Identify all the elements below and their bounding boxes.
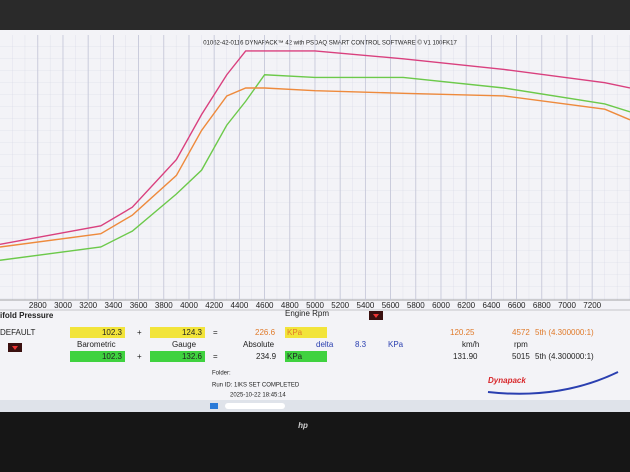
- value-box: [70, 351, 125, 362]
- chart-title: 01062-42-0116 DYNAPACK™ 42 with PSDAQ SM…: [203, 40, 457, 47]
- logo: Dynapack: [488, 376, 526, 385]
- x-tick-label: 3400: [105, 301, 123, 310]
- rpm: 4572: [512, 328, 530, 337]
- x-tick-label: 4800: [281, 301, 299, 310]
- x-tick-label: 6400: [483, 301, 501, 310]
- x-tick-label: 4600: [256, 301, 274, 310]
- value-box: [285, 327, 327, 338]
- absolute: 226.6: [255, 328, 276, 337]
- x-tick-label: 5400: [357, 301, 375, 310]
- profile: DEFAULT: [0, 328, 36, 337]
- x-tick-label: 4400: [231, 301, 249, 310]
- run-id: Run ID: 1IKS SET COMPLETED: [212, 383, 300, 389]
- value-box: [70, 327, 125, 338]
- start-button[interactable]: [210, 403, 218, 409]
- x-tick-label: 3200: [79, 301, 97, 310]
- rpm: 5015: [512, 352, 530, 361]
- value-box: [150, 327, 205, 338]
- speed: 131.90: [453, 352, 478, 361]
- x-tick-label: 4000: [180, 301, 198, 310]
- unit: KPa: [287, 352, 303, 361]
- equals: =: [213, 328, 218, 337]
- section-title: ifold Pressure: [0, 311, 54, 320]
- unit: KPa: [287, 328, 303, 337]
- x-tick-label: 4200: [205, 301, 223, 310]
- dropdown-arrow: [373, 314, 379, 318]
- speed: 120.25: [450, 328, 475, 337]
- x-tick-label: 7200: [583, 301, 601, 310]
- x-tick-label: 6800: [533, 301, 551, 310]
- equals: =: [213, 352, 218, 361]
- plus: +: [137, 352, 142, 361]
- folder: Folder:: [212, 371, 231, 377]
- logo-swoosh: [487, 371, 619, 395]
- x-tick-label: 5800: [407, 301, 425, 310]
- x-tick-label: 6000: [432, 301, 450, 310]
- x-tick-label: 5000: [306, 301, 324, 310]
- label: Gauge: [172, 340, 197, 349]
- bezel-top: [0, 0, 630, 30]
- series-line: [0, 74, 630, 261]
- x-axis-label: Engine Rpm: [285, 309, 329, 318]
- label: km/h: [462, 340, 479, 349]
- x-tick-label: 3600: [130, 301, 148, 310]
- x-tick-label: 6600: [508, 301, 526, 310]
- bezel-bottom: [0, 412, 630, 472]
- series-line: [0, 87, 630, 248]
- dropdown-arrow: [12, 346, 18, 350]
- barometric: 102.3: [102, 352, 123, 361]
- absolute: 234.9: [256, 352, 277, 361]
- gear: 5th (4.300000:1): [535, 328, 594, 337]
- x-tick-label: 3800: [155, 301, 173, 310]
- brand-logo: hp: [298, 421, 308, 430]
- value-box: [150, 351, 205, 362]
- label: Barometric: [77, 340, 116, 349]
- label: rpm: [514, 340, 528, 349]
- delta-value: 8.3: [355, 340, 367, 349]
- series-line: [0, 50, 630, 246]
- x-tick-label: 2800: [29, 301, 47, 310]
- x-tick-label: 6200: [457, 301, 475, 310]
- taskbar: [0, 400, 630, 412]
- gear: 5th (4.300000:1): [535, 352, 594, 361]
- plus: +: [137, 328, 142, 337]
- gauge: 124.3: [182, 328, 203, 337]
- label: delta: [316, 340, 334, 349]
- label: Absolute: [243, 340, 275, 349]
- x-tick-label: 3000: [54, 301, 72, 310]
- x-tick-label: 7000: [558, 301, 576, 310]
- timestamp: 2025-10-22 18:45:14: [230, 393, 286, 399]
- value-box: [285, 351, 327, 362]
- x-tick-label: 5200: [331, 301, 349, 310]
- gauge: 132.6: [182, 352, 203, 361]
- x-tick-label: 5600: [382, 301, 400, 310]
- taskbar-search[interactable]: [225, 403, 285, 409]
- label: KPa: [388, 340, 404, 349]
- barometric: 102.3: [102, 328, 123, 337]
